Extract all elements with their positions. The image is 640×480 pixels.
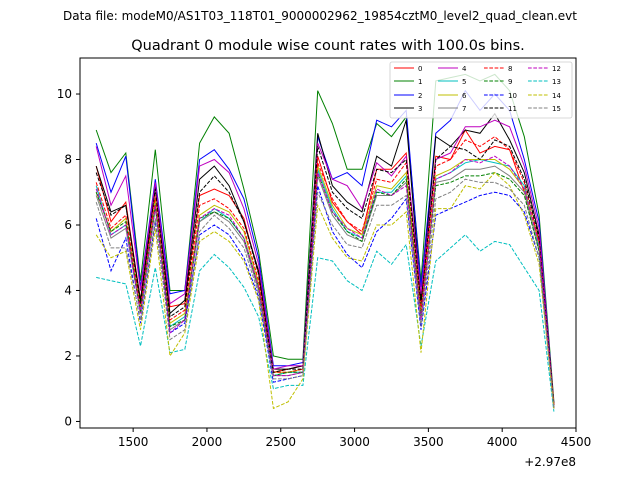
y-tick-label: 10 <box>57 87 72 101</box>
series-line-7 <box>95 165 555 409</box>
legend-label-7: 7 <box>462 105 466 113</box>
x-tick-label: 2500 <box>265 435 296 449</box>
x-tick-label: 3000 <box>339 435 370 449</box>
x-tick-label: 3500 <box>413 435 444 449</box>
legend-label-0: 0 <box>418 65 422 73</box>
legend-label-6: 6 <box>462 92 467 100</box>
legend-label-2: 2 <box>418 92 422 100</box>
chart-title: Quadrant 0 module wise count rates with … <box>131 38 525 54</box>
series-line-6 <box>95 159 555 406</box>
legend-label-13: 13 <box>552 78 561 86</box>
x-tick-label: 4500 <box>561 435 592 449</box>
x-tick-label: 2000 <box>192 435 223 449</box>
series-line-4 <box>95 119 555 406</box>
legend-label-5: 5 <box>462 78 466 86</box>
legend-label-3: 3 <box>418 105 422 113</box>
y-tick-label: 6 <box>64 218 72 232</box>
x-offset-label: +2.97e8 <box>524 455 576 469</box>
x-tick-label: 4000 <box>487 435 518 449</box>
series-line-9 <box>95 172 555 409</box>
y-tick-label: 0 <box>64 414 72 428</box>
legend-label-11: 11 <box>508 105 517 113</box>
series-line-12 <box>95 155 555 409</box>
series-line-15 <box>95 178 555 409</box>
series-line-3 <box>95 112 555 406</box>
series-line-8 <box>95 135 555 406</box>
legend-label-10: 10 <box>508 92 517 100</box>
series-line-13 <box>96 234 555 412</box>
legend-label-8: 8 <box>508 65 512 73</box>
suptitle: Data file: modeM0/AS1T03_118T01_90000029… <box>63 9 577 23</box>
legend-label-4: 4 <box>462 65 467 73</box>
y-axis: 0 2 4 6 8 10 <box>57 87 80 428</box>
series-line-11 <box>95 139 555 406</box>
x-tick-label: 1500 <box>118 435 149 449</box>
x-axis: 1500 2000 2500 3000 3500 4000 4500 <box>118 428 591 449</box>
legend-label-1: 1 <box>418 78 422 86</box>
legend-label-15: 15 <box>552 105 561 113</box>
legend-box <box>389 61 573 119</box>
y-tick-label: 4 <box>64 283 72 297</box>
y-tick-label: 2 <box>64 349 72 363</box>
legend-label-9: 9 <box>508 78 512 86</box>
series-line-5 <box>95 158 555 409</box>
series-line-0 <box>95 128 555 406</box>
y-tick-label: 8 <box>64 153 72 167</box>
series-lines <box>95 73 555 412</box>
series-line-10 <box>95 185 555 409</box>
legend-label-12: 12 <box>552 65 561 73</box>
plot-frame <box>79 57 577 429</box>
legend-label-14: 14 <box>552 92 561 100</box>
